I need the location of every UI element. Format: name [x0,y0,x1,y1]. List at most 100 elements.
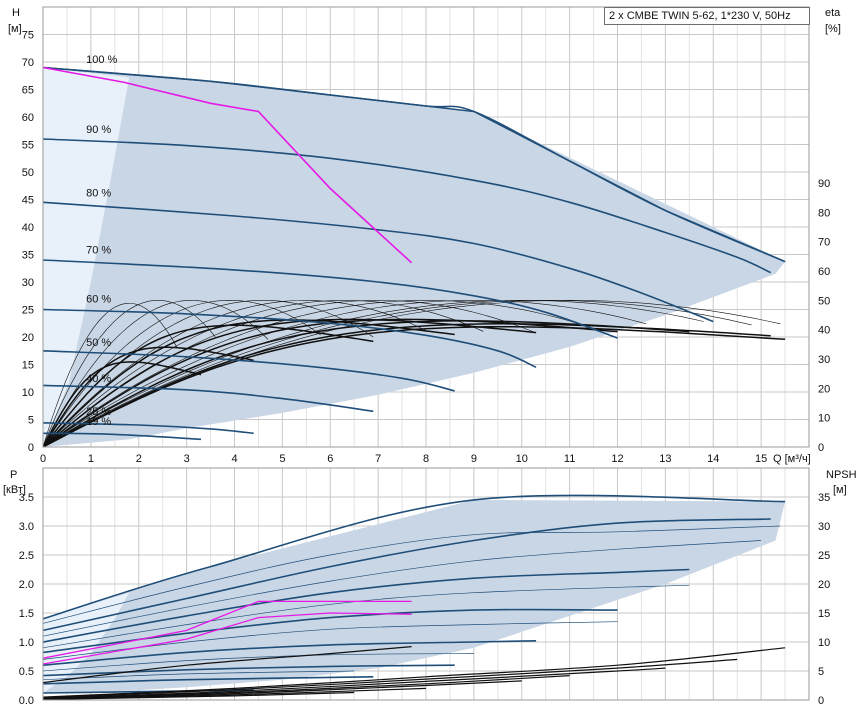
eta-tick-label: 50 [818,295,830,307]
efficiency-curve [42,319,455,448]
speed-label: 40 % [86,373,111,385]
head-tick-label: 20 [22,332,34,344]
head-curve [42,138,772,274]
power-axis-label: P [10,469,17,481]
power-curve [42,494,786,620]
x-tick-label: 7 [375,453,381,465]
head-tick-label: 50 [22,167,34,179]
efficiency-curve [42,318,537,448]
operating-range-region [43,67,786,447]
head-axis-unit: [м] [8,23,22,35]
eta-tick-label: 0 [818,442,824,454]
head-tick-label: 70 [22,57,34,69]
npsh-curve [42,687,427,700]
power-tick-label: 0.5 [19,666,34,678]
npsh-tick-label: 15 [818,608,830,620]
duty-power-curve [42,600,412,659]
x-tick-label: 9 [471,453,477,465]
npsh-axis-label: NPSH [826,469,857,481]
speed-label: 100 % [86,54,117,66]
x-tick-label: 15 [755,453,767,465]
x-tick-label: 3 [184,453,190,465]
eta-tick-label: 90 [818,178,830,190]
efficiency-curve [42,346,254,448]
efficiency-curve-thin [42,300,484,448]
npsh-tick-label: 10 [818,637,830,649]
power-curve-thin [42,540,762,637]
speed-label: 70 % [86,245,111,257]
npsh-curve [42,646,412,684]
x-tick-label: 8 [423,453,429,465]
npsh-tick-label: 35 [818,492,830,504]
head-tick-label: 55 [22,140,34,152]
eta-tick-label: 70 [818,237,830,249]
power-curve-thin [42,584,690,649]
x-tick-label: 0 [40,453,46,465]
x-tick-label: 1 [88,453,94,465]
head-curve [42,384,374,413]
duty-point-curve [42,66,413,264]
efficiency-curve-thin [42,300,427,448]
head-tick-label: 35 [22,250,34,262]
head-tick-label: 15 [22,360,34,372]
efficiency-curve-thin [42,300,269,448]
power-axis-unit: [кВт] [3,484,26,496]
npsh-tick-label: 0 [818,695,824,707]
speed-label: 19 % [86,416,111,428]
efficiency-curve-thin [42,299,594,448]
efficiency-curve [42,324,374,448]
power-curve [42,676,374,685]
power-tick-label: 3.5 [19,492,34,504]
head-tick-label: 5 [28,415,34,427]
power-tick-label: 1.5 [19,608,34,620]
axis-labels: H [м] eta [%] Q [м³/ч] P [кВт] NPSH [м] [3,7,857,496]
power-tick-label: 2.5 [19,550,34,562]
npsh-tick-label: 5 [818,666,824,678]
x-tick-label: 10 [516,453,528,465]
head-curve [42,201,714,323]
head-tick-label: 75 [22,30,34,42]
eta-tick-label: 10 [818,413,830,425]
npsh-curve [42,667,666,699]
head-curve [42,308,537,369]
npsh-axis-unit: [м] [833,484,847,496]
power-curve-thin [42,525,781,624]
efficiency-curve-thin [42,300,647,448]
eta-tick-label: 30 [818,354,830,366]
flow-axis-label: Q [м³/ч] [773,453,811,465]
head-chart-panel: 100 % 90 % 80 % 70 % 60 % 50 % 40 % 25 %19 % 0 1 2… [22,6,830,465]
head-curve [42,432,202,441]
pump-model-info-box: 2 x CMBE TWIN 5-62, 1*230 V, 50Hz [604,7,810,25]
speed-label: 50 % [86,337,111,349]
efficiency-curve-thin [42,299,321,448]
eta-tick-label: 80 [818,207,830,219]
eta-tick-label: 40 [818,325,830,337]
speed-label: 25 % [86,406,111,418]
head-tick-label: 0 [28,442,34,454]
speed-label: 60 % [86,294,111,306]
x-tick-label: 2 [136,453,142,465]
x-tick-label: 6 [327,453,333,465]
head-curve [42,259,618,339]
npsh-tick-label: 20 [818,579,830,591]
head-tick-label: 60 [22,112,34,124]
power-curve-thin [42,653,474,672]
max-head-curve [42,66,786,263]
eta-tick-label: 60 [818,266,830,278]
x-tick-label: 13 [659,453,671,465]
efficiency-curve-thin [42,300,752,448]
npsh-tick-label: 30 [818,521,830,533]
head-tick-label: 40 [22,222,34,234]
eta-tick-label: 20 [818,383,830,395]
npsh-curve [42,675,570,699]
eta-axis-unit: [%] [825,23,841,35]
power-tick-label: 1.0 [19,637,34,649]
efficiency-curve [42,361,202,448]
head-tick-label: 45 [22,195,34,207]
plot-frame [42,467,810,701]
speed-label: 90 % [86,124,111,136]
power-tick-label: 2.0 [19,579,34,591]
speed-label: 80 % [86,187,111,199]
power-curve [42,640,537,666]
